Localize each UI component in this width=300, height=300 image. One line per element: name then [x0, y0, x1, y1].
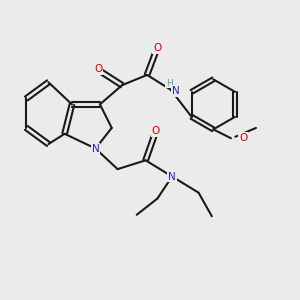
Text: O: O	[94, 64, 103, 74]
Text: N: N	[92, 143, 99, 154]
Text: O: O	[239, 133, 248, 143]
Text: O: O	[152, 126, 160, 136]
Text: H: H	[166, 79, 172, 88]
Text: O: O	[153, 44, 161, 53]
Text: N: N	[168, 172, 176, 182]
Text: N: N	[172, 86, 180, 96]
